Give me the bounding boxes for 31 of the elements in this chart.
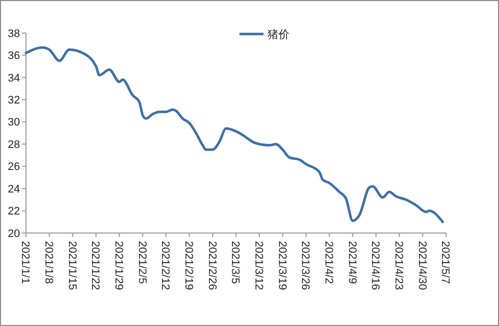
- line-series: [24, 46, 444, 224]
- x-tick-label: 2021/4/16: [369, 241, 382, 290]
- y-tick-label: 20: [8, 228, 20, 240]
- legend-label: 猪价: [268, 28, 290, 41]
- x-tick-label: 2021/3/19: [276, 241, 288, 290]
- x-tick-label: 2021/4/30: [416, 241, 428, 290]
- x-tick-label: 2021/1/15: [66, 241, 78, 290]
- x-tick-label: 2021/3/26: [299, 241, 312, 290]
- x-tick-label: 2021/4/2: [322, 241, 334, 284]
- y-tick-label: 24: [8, 183, 20, 196]
- x-tick-label: 2021/3/5: [229, 241, 242, 284]
- x-tick-label: 2021/4/9: [346, 241, 358, 284]
- x-tick-label: 2021/3/12: [252, 241, 264, 290]
- x-tick-label: 2021/1/29: [112, 241, 124, 290]
- y-tick-label: 28: [8, 138, 20, 151]
- x-tick-label: 2021/1/8: [42, 241, 54, 284]
- x-tick-label: 2021/2/19: [182, 241, 194, 290]
- y-tick-label: 36: [8, 50, 20, 62]
- y-tick-label: 22: [8, 206, 20, 218]
- x-tick-label: 2021/2/26: [206, 241, 218, 290]
- x-tick-label: 2021/4/23: [392, 241, 404, 290]
- x-tick-label: 2021/1/22: [89, 241, 102, 290]
- x-tick-label: 2021/5/7: [439, 241, 452, 284]
- y-tick-label: 26: [8, 161, 20, 174]
- y-tick-label: 32: [8, 94, 20, 107]
- y-tick-label: 38: [8, 28, 20, 40]
- x-tick-label: 2021/1/1: [19, 241, 32, 284]
- y-tick-label: 34: [8, 72, 20, 84]
- y-tick-label: 30: [8, 116, 20, 129]
- x-tick-label: 2021/2/12: [159, 241, 172, 290]
- x-tick-label: 2021/2/5: [136, 241, 148, 284]
